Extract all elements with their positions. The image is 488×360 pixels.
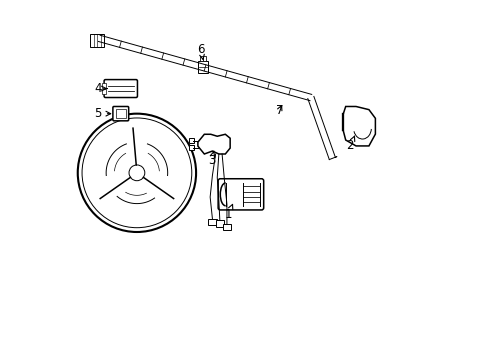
- Text: 3: 3: [207, 151, 215, 167]
- Bar: [90, 34, 104, 47]
- Bar: [215, 220, 224, 227]
- Bar: [188, 138, 193, 143]
- Bar: [102, 83, 105, 88]
- Polygon shape: [343, 107, 375, 146]
- Bar: [208, 219, 216, 225]
- Text: 5: 5: [94, 107, 110, 120]
- Bar: [102, 89, 105, 94]
- FancyBboxPatch shape: [218, 179, 263, 210]
- Bar: [222, 224, 231, 230]
- FancyBboxPatch shape: [104, 80, 137, 98]
- Text: 4: 4: [94, 82, 107, 95]
- Bar: [203, 56, 205, 61]
- Polygon shape: [198, 134, 230, 154]
- Bar: [198, 61, 208, 73]
- Text: 7: 7: [275, 104, 283, 117]
- Bar: [188, 145, 193, 150]
- Text: 1: 1: [224, 204, 232, 221]
- Text: 2: 2: [346, 136, 354, 152]
- Bar: [199, 56, 203, 61]
- FancyBboxPatch shape: [113, 107, 128, 121]
- Text: 6: 6: [197, 42, 204, 59]
- Bar: [116, 109, 125, 118]
